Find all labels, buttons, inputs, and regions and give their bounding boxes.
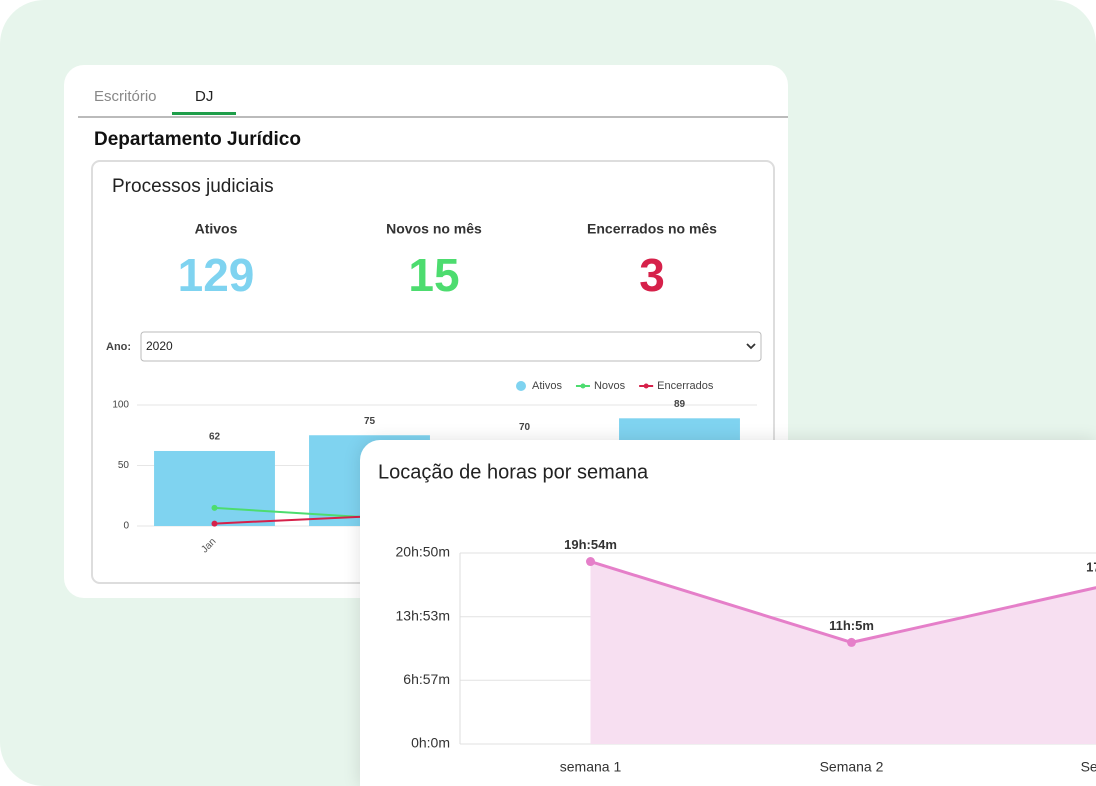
year-label: Ano: bbox=[106, 341, 131, 353]
legend-label: Novos bbox=[594, 380, 626, 392]
value-label: 11h:5m bbox=[829, 618, 874, 633]
y-tick-label: 20h:50m bbox=[396, 544, 450, 560]
bar-label: 75 bbox=[364, 416, 376, 427]
point bbox=[847, 637, 856, 647]
y-tick-label: 100 bbox=[112, 400, 129, 411]
tab-indicator bbox=[172, 112, 236, 115]
year-value[interactable]: 2020 bbox=[146, 339, 173, 353]
bar-label: 89 bbox=[674, 399, 686, 410]
value-label: 19h:54m bbox=[564, 537, 617, 552]
legend-label: Ativos bbox=[532, 380, 562, 392]
y-tick-label: 13h:53m bbox=[396, 607, 450, 623]
y-tick-label: 0 bbox=[123, 521, 129, 532]
y-tick-label: 50 bbox=[118, 460, 130, 471]
chart-title: Locação de horas por semana bbox=[378, 461, 649, 483]
hours-chart: Locação de horas por semana 0h:0m 6h:57m 1… bbox=[378, 461, 1096, 775]
stat-label: Ativos bbox=[195, 221, 238, 237]
tab-active[interactable]: DJ bbox=[195, 88, 213, 105]
legend-label: Encerrados bbox=[657, 380, 714, 392]
stat-value: 129 bbox=[178, 249, 255, 301]
stat-value: 3 bbox=[639, 249, 665, 301]
tab[interactable]: Escritório bbox=[94, 88, 157, 105]
heading: Departamento Jurídico bbox=[94, 129, 301, 150]
select-arrow[interactable] bbox=[746, 343, 756, 350]
y-tick-label: 0h:0m bbox=[411, 735, 450, 751]
x-tick-label: Semana 3 bbox=[1081, 759, 1096, 775]
bar bbox=[154, 450, 275, 526]
card-title: Processos judiciais bbox=[112, 176, 274, 197]
legend-marker bbox=[516, 381, 526, 391]
value-label: 17h:27m bbox=[1086, 559, 1096, 574]
legend-marker bbox=[643, 383, 649, 389]
line bbox=[214, 515, 370, 525]
legend-marker bbox=[580, 383, 586, 389]
stat-label: Encerrados no mês bbox=[587, 221, 717, 237]
bar-label: 70 bbox=[519, 422, 531, 433]
x-tick-label: Semana 2 bbox=[820, 759, 884, 775]
x-tick-label: semana 1 bbox=[560, 759, 622, 775]
hours-card: Locação de horas por semana 0h:0m 6h:57m 1… bbox=[360, 440, 1096, 786]
point bbox=[586, 557, 595, 567]
y-tick-label: 6h:57m bbox=[403, 671, 450, 687]
stat-value: 15 bbox=[408, 249, 459, 301]
point bbox=[211, 520, 218, 527]
line bbox=[214, 506, 370, 519]
stat-label: Novos no mês bbox=[386, 221, 482, 237]
point bbox=[211, 504, 218, 511]
year-select[interactable] bbox=[140, 331, 762, 362]
bar-label: 62 bbox=[209, 432, 221, 443]
area bbox=[590, 561, 1096, 744]
